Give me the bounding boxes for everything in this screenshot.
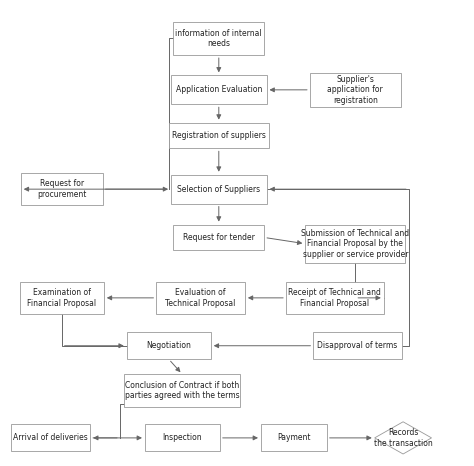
Text: Supplier's
application for
registration: Supplier's application for registration xyxy=(328,75,383,105)
Text: Inspection: Inspection xyxy=(163,433,202,442)
FancyBboxPatch shape xyxy=(171,175,266,204)
FancyBboxPatch shape xyxy=(127,332,211,359)
FancyBboxPatch shape xyxy=(156,282,245,314)
FancyBboxPatch shape xyxy=(286,282,384,314)
Text: Request for tender: Request for tender xyxy=(183,233,255,242)
Text: Evaluation of
Technical Proposal: Evaluation of Technical Proposal xyxy=(165,288,236,308)
FancyBboxPatch shape xyxy=(124,374,240,406)
Text: Application Evaluation: Application Evaluation xyxy=(175,85,262,94)
Text: Conclusion of Contract if both
parties agreed with the terms: Conclusion of Contract if both parties a… xyxy=(125,381,240,400)
Text: Request for
procurement: Request for procurement xyxy=(37,179,86,199)
FancyBboxPatch shape xyxy=(173,225,264,250)
Text: Disapproval of terms: Disapproval of terms xyxy=(318,341,398,350)
Text: Examination of
Financial Proposal: Examination of Financial Proposal xyxy=(27,288,96,308)
FancyBboxPatch shape xyxy=(310,73,401,107)
FancyBboxPatch shape xyxy=(145,425,220,451)
FancyBboxPatch shape xyxy=(20,282,104,314)
Text: Records
the transaction: Records the transaction xyxy=(374,428,432,447)
FancyBboxPatch shape xyxy=(173,21,264,55)
Text: information of internal
needs: information of internal needs xyxy=(175,29,262,48)
FancyBboxPatch shape xyxy=(21,173,103,205)
Text: Payment: Payment xyxy=(277,433,310,442)
FancyBboxPatch shape xyxy=(313,332,402,359)
FancyBboxPatch shape xyxy=(261,425,327,451)
Text: Negotiation: Negotiation xyxy=(146,341,191,350)
Polygon shape xyxy=(374,422,431,454)
FancyBboxPatch shape xyxy=(171,75,266,104)
FancyBboxPatch shape xyxy=(10,425,90,451)
FancyBboxPatch shape xyxy=(169,123,269,149)
Text: Receipt of Technical and
Financial Proposal: Receipt of Technical and Financial Propo… xyxy=(288,288,381,308)
Text: Selection of Suppliers: Selection of Suppliers xyxy=(177,185,260,194)
FancyBboxPatch shape xyxy=(305,225,405,263)
Text: Registration of suppliers: Registration of suppliers xyxy=(172,131,266,140)
Text: Submission of Technical and
Financial Proposal by the
supplier or service provid: Submission of Technical and Financial Pr… xyxy=(301,229,410,259)
Text: Arrival of deliveries: Arrival of deliveries xyxy=(13,433,88,442)
